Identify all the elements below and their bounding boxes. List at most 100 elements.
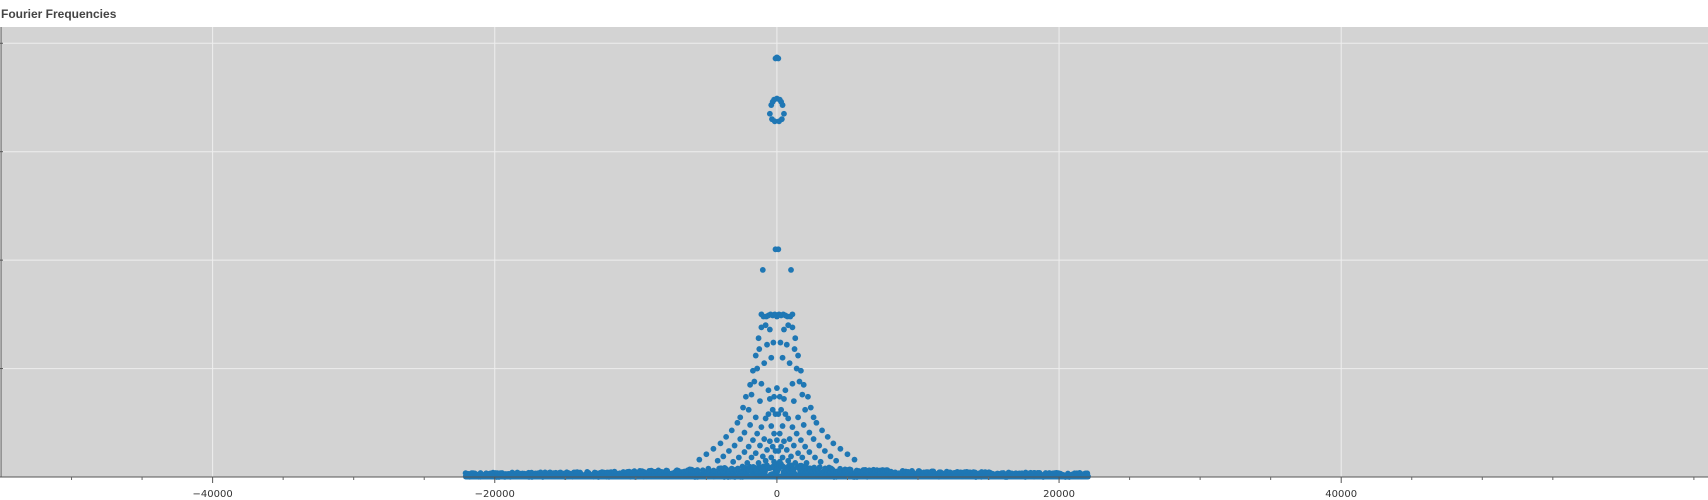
data-point	[764, 341, 770, 348]
data-point	[827, 453, 834, 460]
data-point	[750, 437, 756, 444]
grid-lines	[1, 27, 1708, 477]
data-point	[726, 448, 732, 454]
data-point	[781, 396, 787, 402]
data-point	[747, 422, 754, 428]
data-point	[800, 422, 807, 428]
data-point	[779, 454, 786, 461]
data-point	[755, 335, 762, 342]
data-point	[710, 445, 717, 452]
data-point	[757, 398, 763, 404]
data-point	[799, 391, 806, 398]
data-point	[779, 102, 786, 108]
data-point	[789, 324, 796, 331]
data-point	[793, 430, 800, 437]
data-point	[792, 460, 799, 466]
data-point	[790, 398, 797, 404]
data-point	[754, 430, 761, 437]
data-point	[728, 427, 735, 434]
data-point	[771, 118, 778, 125]
data-point	[748, 454, 755, 461]
data-point	[1084, 473, 1091, 480]
data-point	[790, 442, 797, 449]
data-point	[779, 354, 786, 361]
data-point	[741, 449, 748, 455]
data-point	[765, 387, 772, 394]
data-point	[751, 378, 758, 385]
data-point	[766, 438, 773, 445]
data-point	[802, 443, 809, 450]
x-tick-label: 0	[774, 489, 780, 500]
data-point	[833, 457, 840, 464]
data-point	[774, 437, 780, 444]
data-point	[783, 446, 790, 453]
data-point	[791, 346, 798, 352]
data-point	[813, 419, 820, 426]
data-point	[774, 385, 780, 391]
data-point	[752, 450, 759, 457]
data-point	[778, 406, 785, 413]
data-point	[776, 458, 783, 465]
data-point	[757, 442, 763, 449]
data-point	[795, 450, 801, 457]
data-point	[740, 404, 746, 411]
chart-title: Fourier Frequencies	[1, 7, 117, 21]
data-point	[781, 326, 787, 333]
data-point	[795, 414, 801, 421]
data-point	[844, 451, 851, 458]
data-point	[766, 110, 773, 117]
data-point	[789, 380, 796, 387]
data-point	[759, 266, 766, 273]
data-point	[730, 458, 737, 465]
data-point	[799, 454, 806, 461]
data-point	[792, 335, 799, 342]
data-point	[777, 339, 784, 346]
data-point	[754, 365, 761, 372]
data-point	[816, 464, 823, 471]
data-point	[768, 423, 775, 429]
data-point	[783, 341, 790, 348]
data-point	[837, 445, 844, 452]
data-point	[819, 427, 825, 434]
data-point	[771, 458, 777, 465]
data-point	[830, 440, 837, 447]
data-point	[737, 414, 744, 421]
data-point	[696, 456, 703, 463]
data-point	[821, 448, 828, 454]
data-point	[745, 443, 752, 450]
data-point	[810, 436, 817, 442]
data-point	[762, 415, 769, 422]
data-point	[837, 465, 844, 472]
data-point	[752, 414, 759, 421]
axes: −40000 −20000 0 20000 40000	[0, 27, 1708, 500]
data-point	[762, 322, 769, 329]
data-point	[771, 430, 777, 437]
data-point	[789, 311, 796, 318]
data-point	[769, 443, 776, 450]
data-point	[775, 55, 782, 62]
data-point	[748, 391, 755, 398]
data-point	[785, 457, 792, 464]
data-point	[782, 411, 789, 418]
data-point	[778, 116, 785, 123]
data-point	[812, 454, 818, 461]
data-point	[779, 423, 786, 429]
data-point	[802, 406, 809, 413]
x-tick-label: −20000	[475, 489, 515, 500]
data-point	[703, 451, 710, 458]
data-point	[759, 453, 766, 460]
data-point	[734, 419, 741, 426]
x-tick-label: 40000	[1325, 489, 1357, 500]
data-point	[795, 352, 801, 359]
data-point	[781, 110, 787, 117]
plot-area	[1, 27, 1708, 477]
data-point	[797, 437, 804, 444]
data-point	[805, 393, 811, 400]
data-point	[824, 433, 831, 440]
data-point	[766, 326, 773, 333]
data-point	[775, 411, 782, 418]
data-point	[806, 449, 813, 455]
data-point	[717, 440, 724, 447]
data-point	[776, 430, 783, 437]
